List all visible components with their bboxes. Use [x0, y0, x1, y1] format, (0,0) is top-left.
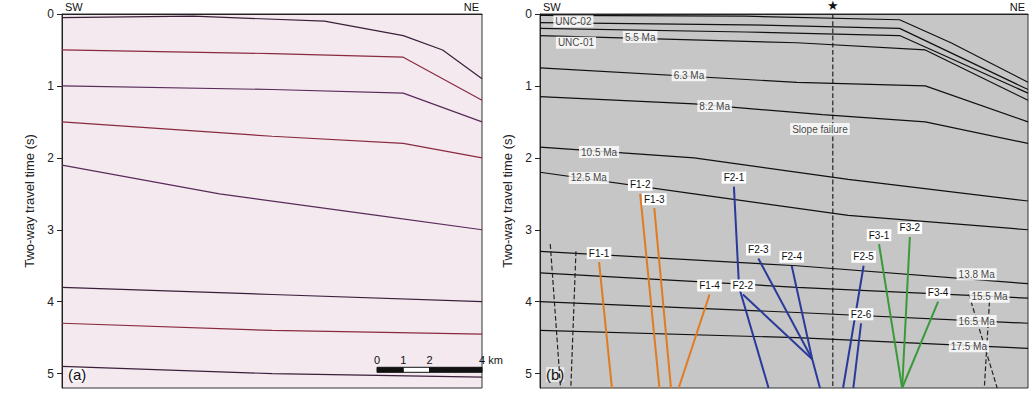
svg-text:Two-way travel time (s): Two-way travel time (s)	[500, 134, 515, 268]
svg-text:3: 3	[47, 223, 54, 237]
svg-text:★: ★	[827, 0, 839, 13]
svg-text:12.5 Ma: 12.5 Ma	[571, 172, 608, 183]
svg-text:UNC-01: UNC-01	[558, 37, 595, 48]
svg-text:(b): (b)	[546, 366, 564, 383]
svg-text:2: 2	[47, 151, 54, 165]
svg-text:Slope failure: Slope failure	[792, 124, 848, 135]
svg-text:(a): (a)	[68, 366, 86, 383]
svg-text:F2-6: F2-6	[851, 309, 872, 320]
svg-text:1: 1	[525, 79, 532, 93]
svg-text:1: 1	[400, 354, 406, 366]
svg-text:10.5 Ma: 10.5 Ma	[581, 147, 618, 158]
svg-text:F1-4: F1-4	[699, 280, 720, 291]
svg-text:NE: NE	[464, 1, 479, 13]
svg-text:1: 1	[47, 79, 54, 93]
svg-text:13.8 Ma: 13.8 Ma	[959, 269, 996, 280]
svg-text:F2-1: F2-1	[724, 172, 745, 183]
svg-text:6.3 Ma: 6.3 Ma	[674, 70, 705, 81]
svg-text:F1-2: F1-2	[630, 179, 651, 190]
svg-text:F2-3: F2-3	[748, 244, 769, 255]
svg-text:2: 2	[426, 354, 432, 366]
svg-text:4: 4	[525, 295, 532, 309]
svg-text:F2-5: F2-5	[853, 251, 874, 262]
svg-text:4 km: 4 km	[479, 354, 503, 366]
svg-text:5: 5	[525, 367, 532, 381]
svg-text:15.5 Ma: 15.5 Ma	[971, 291, 1008, 302]
svg-text:16.5 Ma: 16.5 Ma	[959, 316, 996, 327]
svg-text:5: 5	[47, 367, 54, 381]
svg-text:Two-way travel time (s): Two-way travel time (s)	[22, 134, 37, 268]
svg-text:F1-3: F1-3	[644, 194, 665, 205]
svg-text:F1-1: F1-1	[589, 248, 610, 259]
svg-text:5.5 Ma: 5.5 Ma	[625, 32, 656, 43]
svg-text:0: 0	[47, 7, 54, 21]
svg-text:0: 0	[374, 354, 380, 366]
svg-text:3: 3	[525, 223, 532, 237]
svg-text:2: 2	[525, 151, 532, 165]
svg-text:F3-4: F3-4	[928, 287, 949, 298]
svg-text:F3-1: F3-1	[869, 230, 890, 241]
svg-text:8.2 Ma: 8.2 Ma	[699, 101, 730, 112]
svg-text:F2-4: F2-4	[781, 251, 802, 262]
svg-text:SW: SW	[65, 1, 83, 13]
svg-text:NE: NE	[1010, 1, 1025, 13]
svg-text:F3-2: F3-2	[900, 222, 921, 233]
svg-text:SW: SW	[543, 1, 561, 13]
svg-text:F2-2: F2-2	[733, 280, 754, 291]
svg-text:0: 0	[525, 7, 532, 21]
svg-text:UNC-02: UNC-02	[555, 16, 592, 27]
svg-text:4: 4	[47, 295, 54, 309]
svg-text:17.5 Ma: 17.5 Ma	[951, 341, 988, 352]
